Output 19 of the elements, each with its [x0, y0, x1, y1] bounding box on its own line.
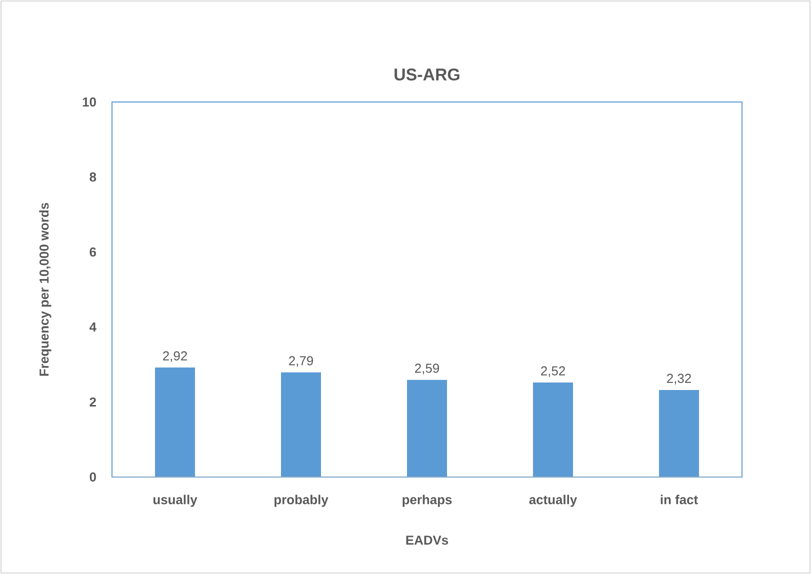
x-tick-label: probably	[274, 494, 328, 507]
y-tick-label: 6	[90, 247, 96, 257]
data-label: 2,32	[667, 374, 691, 384]
y-tick-label: 0	[90, 472, 96, 482]
data-label: 2,79	[289, 356, 313, 367]
x-tick-label: usually	[153, 494, 198, 507]
x-tick-label: actually	[529, 494, 578, 507]
x-tick-label: perhaps	[402, 494, 452, 507]
y-tick-label: 2	[90, 397, 96, 407]
data-label: 2,52	[541, 366, 565, 377]
data-label: 2,59	[415, 364, 439, 374]
y-tick-label: 10	[82, 97, 96, 107]
y-axis-title: Frequency per 10,000 words	[39, 202, 52, 376]
x-axis-title: EADVs	[406, 536, 448, 545]
y-tick-label: 8	[90, 172, 96, 182]
x-tick-label: in fact	[660, 494, 698, 504]
data-label: 2,92	[163, 351, 187, 362]
y-tick-label: 4	[89, 322, 96, 332]
chart-title: US-ARG	[394, 68, 460, 81]
